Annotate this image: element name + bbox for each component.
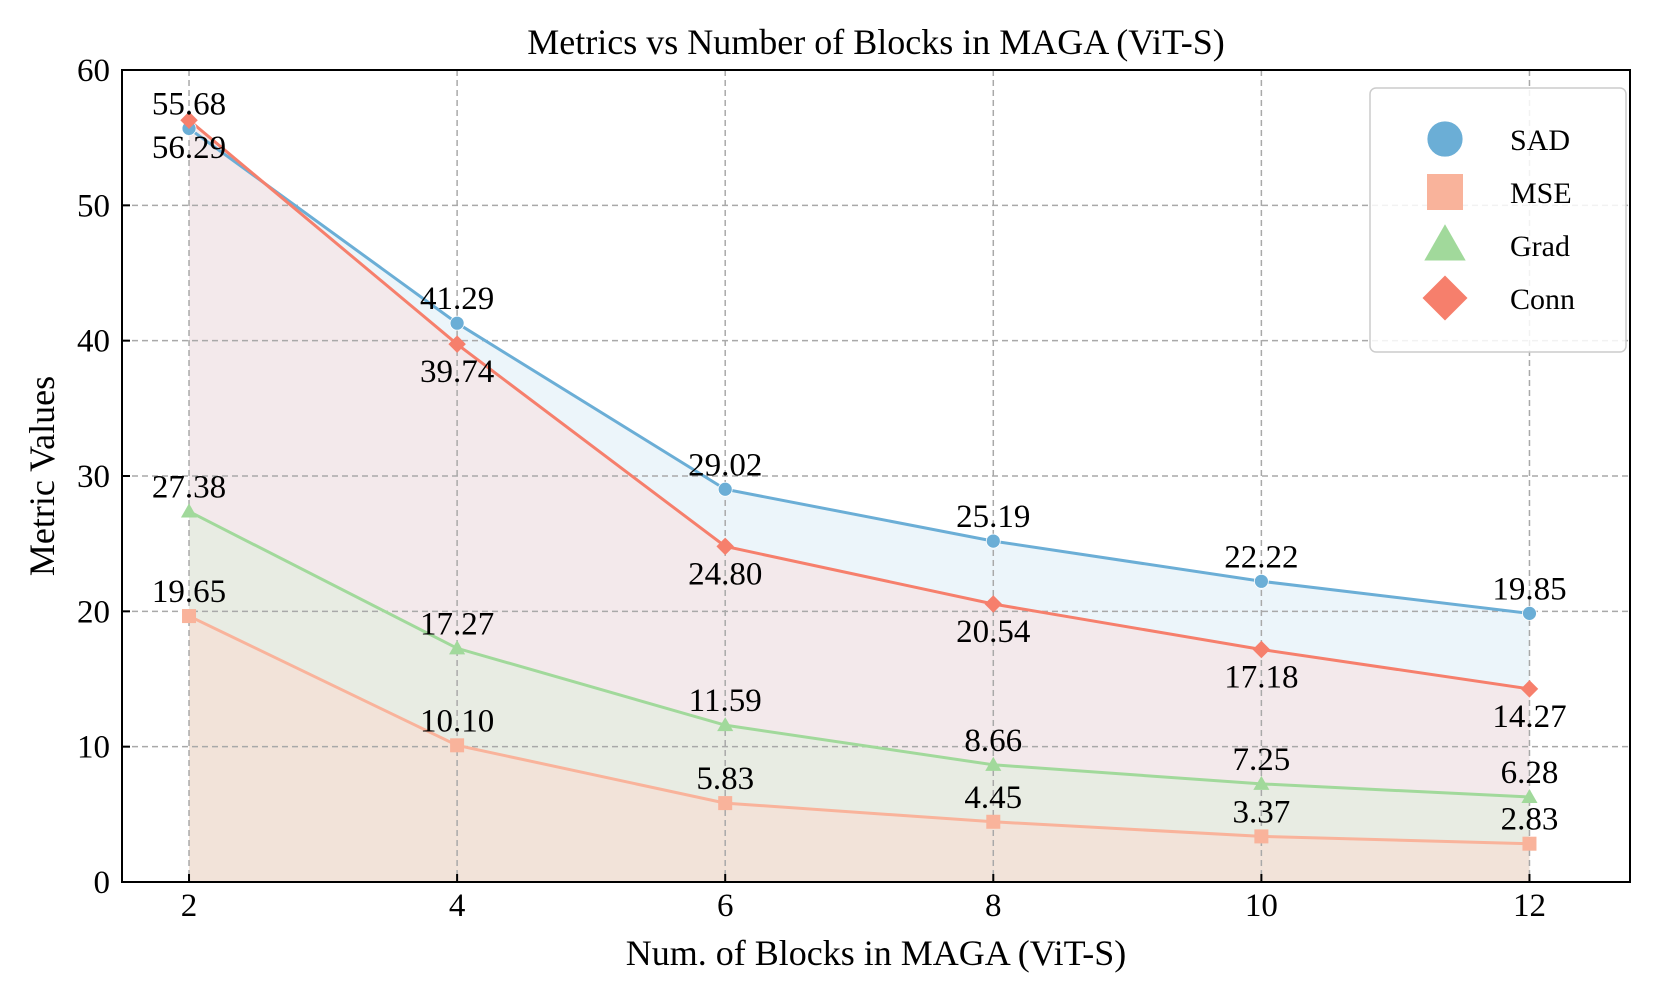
- data-label-grad: 6.28: [1501, 755, 1559, 791]
- marker-mse: [1254, 829, 1269, 844]
- data-label-mse: 2.83: [1501, 802, 1559, 838]
- marker-conn: [984, 595, 1003, 613]
- marker-grad: [985, 756, 1002, 771]
- data-label-conn: 14.27: [1492, 699, 1566, 735]
- marker-sad: [717, 481, 733, 497]
- data-label-grad: 17.27: [420, 606, 494, 642]
- x-tick-label: 8: [985, 888, 1002, 924]
- data-label-conn: 17.18: [1224, 659, 1298, 695]
- y-tick-label: 20: [77, 594, 110, 630]
- marker-conn: [716, 537, 734, 556]
- marker-mse: [182, 609, 197, 624]
- data-label-mse: 5.83: [696, 761, 754, 797]
- marker-grad: [1521, 788, 1538, 804]
- legend-label-grad: Grad: [1510, 230, 1570, 263]
- data-label-sad: 29.02: [688, 447, 762, 483]
- y-axis-label: Metric Values: [22, 376, 62, 576]
- marker-conn: [1520, 680, 1539, 698]
- marker-grad: [180, 503, 198, 518]
- data-label-sad: 19.85: [1492, 571, 1566, 607]
- marker-mse: [1522, 836, 1537, 851]
- y-tick-label: 30: [77, 459, 110, 495]
- series-markers: [180, 111, 1539, 851]
- y-tick-label: 60: [77, 53, 110, 89]
- data-label-sad: 25.19: [956, 499, 1030, 535]
- data-label-grad: 11.59: [689, 683, 762, 719]
- x-tick-label: 12: [1513, 888, 1546, 924]
- y-tick-label: 10: [77, 730, 110, 766]
- data-label-mse: 19.65: [152, 574, 226, 610]
- x-axis-label: Num. of Blocks in MAGA (ViT-S): [626, 933, 1127, 973]
- line-grad: [188, 510, 1530, 799]
- legend-box: [1369, 87, 1627, 353]
- data-label-mse: 3.37: [1233, 794, 1291, 830]
- marker-mse: [450, 738, 465, 753]
- marker-grad: [1253, 775, 1270, 790]
- data-label-conn: 56.29: [152, 130, 226, 166]
- line-conn: [188, 119, 1530, 691]
- data-label-mse: 4.45: [964, 780, 1022, 816]
- legend-marker-conn: [1422, 275, 1468, 321]
- marker-grad: [717, 717, 734, 732]
- x-tick-label: 10: [1245, 888, 1278, 924]
- legend-label-mse: MSE: [1510, 177, 1572, 210]
- data-labels: 55.68 41.29 29.02 25.19 22.22 19.85 19.65 10.10…: [152, 86, 1567, 837]
- x-tick-label: 2: [181, 888, 198, 924]
- line-sad: [188, 127, 1530, 615]
- data-label-grad: 7.25: [1233, 742, 1291, 778]
- marker-conn: [1252, 640, 1271, 659]
- legend-label-sad: SAD: [1510, 124, 1570, 157]
- data-label-grad: 27.38: [152, 469, 226, 505]
- y-tick-label: 50: [77, 188, 110, 224]
- area-fills: [189, 120, 1530, 883]
- marker-conn: [180, 111, 198, 129]
- x-tick-label: 6: [717, 888, 734, 924]
- data-label-grad: 8.66: [964, 723, 1022, 759]
- marker-sad: [1253, 573, 1269, 589]
- marker-mse: [718, 796, 733, 811]
- data-label-conn: 24.80: [688, 556, 762, 592]
- data-label-sad: 41.29: [420, 281, 494, 317]
- series-lines: [188, 119, 1530, 846]
- marker-sad: [1522, 605, 1537, 621]
- data-label-sad: 22.22: [1224, 539, 1298, 575]
- data-label-sad: 55.68: [152, 86, 226, 122]
- x-tick-label: 4: [449, 888, 466, 924]
- y-tick-label: 0: [94, 865, 111, 901]
- marker-mse: [986, 814, 1001, 829]
- marker-conn: [448, 335, 466, 353]
- legend-marker-mse: [1427, 174, 1463, 210]
- line-mse: [188, 614, 1530, 846]
- legend: SAD MSE Grad Conn: [1369, 87, 1627, 353]
- area-fill-mse: [189, 616, 1530, 882]
- data-label-conn: 39.74: [420, 354, 494, 390]
- chart-title: Metrics vs Number of Blocks in MAGA (ViT…: [527, 22, 1224, 62]
- legend-marker-sad: [1426, 120, 1464, 158]
- data-label-mse: 10.10: [420, 703, 494, 739]
- legend-marker-grad: [1424, 224, 1466, 261]
- y-tick-label: 40: [77, 324, 110, 360]
- legend-label-conn: Conn: [1510, 283, 1575, 316]
- marker-sad: [449, 315, 465, 331]
- marker-grad: [449, 640, 466, 655]
- marker-sad: [985, 533, 1001, 549]
- data-label-conn: 20.54: [956, 614, 1030, 650]
- axis-ticks: 2 4 6 8 10 12 0 10 20 30 40 50 60: [77, 53, 1546, 924]
